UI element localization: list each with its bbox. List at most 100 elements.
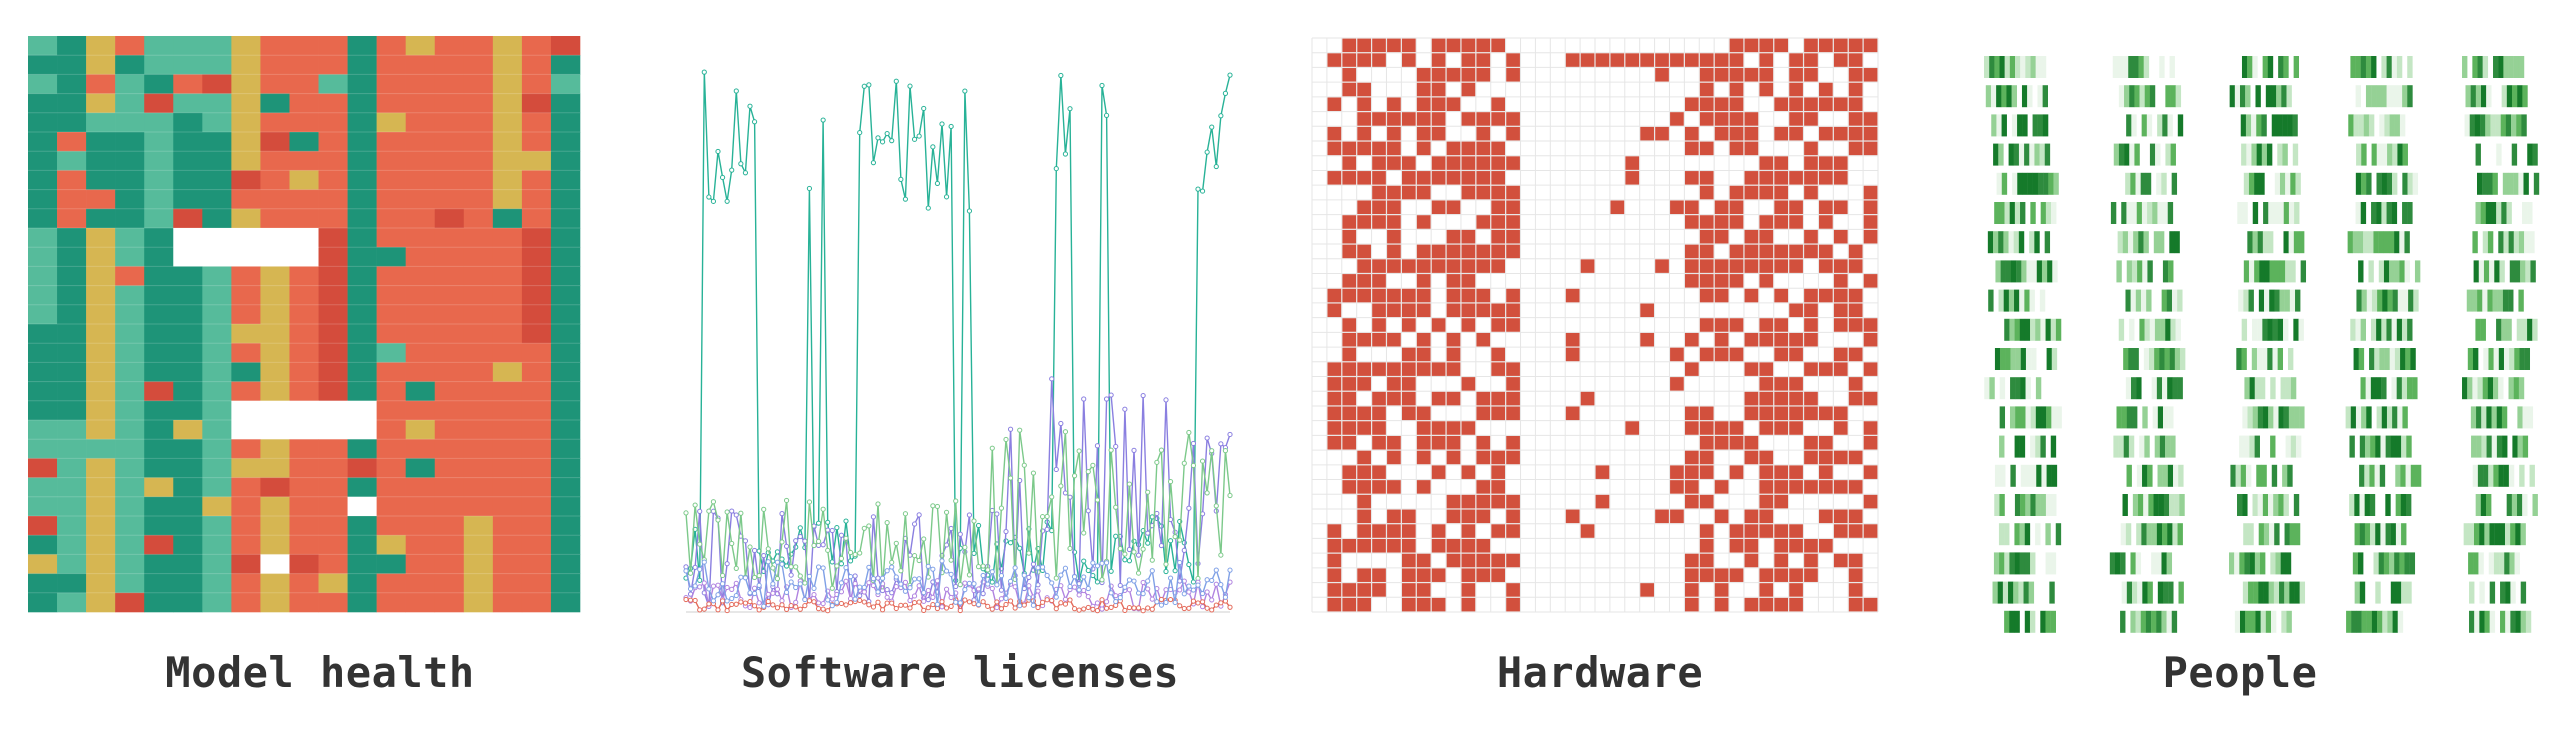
heatmap-cell (202, 324, 232, 344)
heatmap-cell (347, 247, 377, 267)
people-cell (2159, 348, 2165, 370)
people-cell (2267, 231, 2274, 254)
hardware-cell (1804, 112, 1818, 126)
people-cell (2270, 435, 2276, 458)
series-point (1103, 560, 1110, 566)
people-cell (2493, 348, 2500, 370)
hardware-cell (1476, 185, 1491, 200)
heatmap-cell (376, 112, 406, 133)
heatmap-cell (434, 55, 465, 75)
series-point (751, 574, 758, 581)
series-point (884, 130, 890, 137)
hardware-cell (1729, 568, 1744, 582)
people-cell (2153, 494, 2159, 516)
heatmap-cell (492, 496, 523, 517)
series-point (1071, 574, 1078, 580)
series-point (1149, 596, 1155, 602)
people-cell (2519, 348, 2525, 370)
hardware-cell (1565, 332, 1580, 347)
hardware-cell (1759, 377, 1774, 391)
people-cell (2165, 435, 2171, 458)
people-cell (2040, 56, 2047, 78)
people-cell (2389, 260, 2395, 283)
people-cell (2117, 56, 2124, 78)
hardware-cell (1804, 229, 1818, 244)
people-cell (1994, 348, 2001, 370)
hardware-cell (1446, 171, 1461, 185)
series-point (719, 581, 726, 587)
series-point (930, 566, 936, 572)
hardware-cell (1759, 318, 1774, 332)
people-cell (2258, 523, 2265, 546)
people-cell (2395, 435, 2402, 458)
heatmap-cell (347, 516, 377, 536)
hardware-cell (1401, 539, 1416, 553)
series-point (1135, 552, 1142, 558)
people-cell (2255, 85, 2261, 108)
hardware-cell (1759, 421, 1774, 435)
hardware-cell (1431, 465, 1446, 479)
people-cell (2391, 377, 2397, 400)
people-cell (2476, 435, 2482, 458)
people-cell (2024, 318, 2031, 341)
series-point (1058, 483, 1064, 489)
people-cell (2167, 114, 2173, 137)
hardware-cell (1357, 259, 1371, 273)
people-cell (2517, 494, 2523, 516)
heatmap-cell (28, 324, 58, 344)
heatmap-cell (434, 228, 465, 248)
series-point (1199, 590, 1206, 597)
series-point (1012, 605, 1018, 611)
heatmap-cell (521, 458, 552, 478)
hardware-cell (1625, 421, 1640, 435)
people-cell (2245, 610, 2251, 633)
hardware-cell (1819, 215, 1833, 229)
hardware-cell (1714, 583, 1729, 597)
series-point (687, 597, 694, 603)
hardware-cell (1387, 141, 1401, 156)
series-point (811, 591, 817, 598)
heatmap-cell (202, 477, 232, 498)
people-cell (2146, 523, 2152, 546)
people-cell (2515, 610, 2521, 633)
heatmap-cell (550, 189, 581, 210)
people-cell (2234, 610, 2241, 633)
series-point (715, 148, 721, 155)
people-cell (2390, 523, 2397, 546)
people-cell (2407, 56, 2413, 78)
hardware-cell (1744, 597, 1759, 612)
people-cell (2156, 552, 2162, 575)
people-cell (2005, 348, 2011, 370)
series-point (1227, 431, 1233, 438)
hardware-cell (1476, 156, 1491, 170)
series-point (875, 575, 881, 581)
heatmap-cell (376, 55, 406, 75)
hardware-cell (1461, 244, 1476, 259)
hardware-cell (1819, 82, 1833, 97)
series-point (751, 603, 758, 609)
series-point (806, 598, 813, 604)
people-cell (2047, 260, 2053, 283)
people-cell (2285, 172, 2291, 195)
heatmap-cell (405, 381, 436, 402)
hardware-cell (1461, 229, 1476, 244)
people-cell (2473, 523, 2480, 546)
people-cell (2140, 289, 2147, 312)
people-cell (2041, 260, 2048, 283)
heatmap-cell (405, 93, 436, 114)
hardware-cell (1655, 68, 1669, 82)
heatmap-cell (492, 573, 523, 594)
heatmap-cell (115, 304, 145, 325)
hardware-cell (1729, 126, 1744, 141)
hardware-cell (1446, 141, 1461, 156)
people-cell (2263, 581, 2269, 604)
people-cell (2157, 464, 2163, 487)
people-cell (2350, 56, 2356, 78)
heatmap-cell (231, 285, 261, 306)
hardware-cell (1342, 406, 1357, 421)
people-cell (1998, 523, 2005, 546)
series-point (820, 565, 826, 571)
people-cell (2229, 85, 2236, 108)
hardware-cell (1387, 126, 1401, 141)
hardware-cell (1401, 583, 1416, 597)
